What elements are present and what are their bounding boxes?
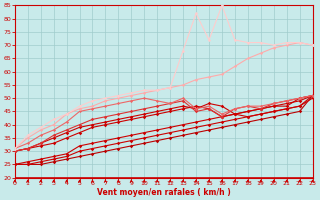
X-axis label: Vent moyen/en rafales ( km/h ): Vent moyen/en rafales ( km/h ) [97, 188, 230, 197]
